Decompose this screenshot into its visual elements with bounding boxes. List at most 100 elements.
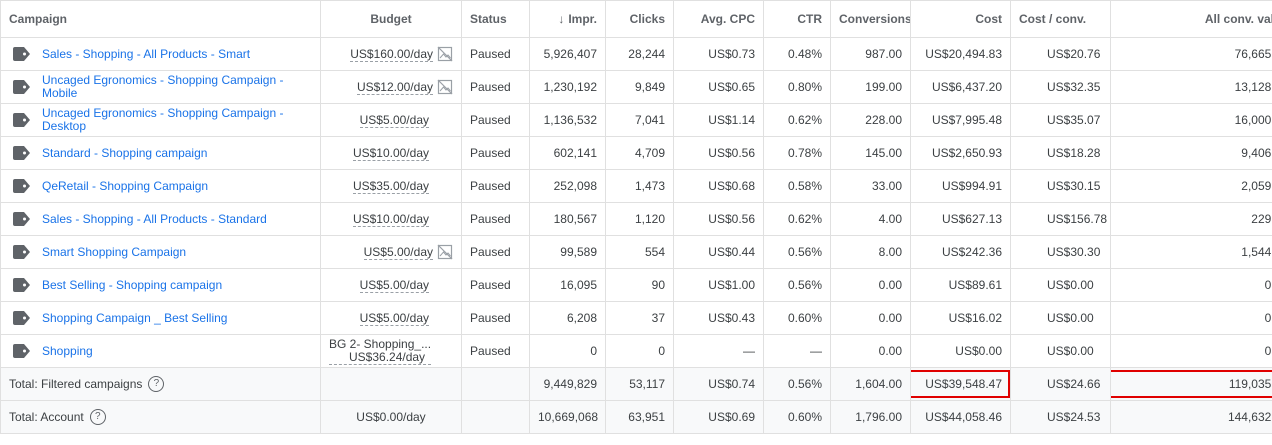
impr-cell: 5,926,407: [529, 37, 606, 71]
budget-value[interactable]: US$35.00/day: [352, 178, 429, 194]
budget-cell[interactable]: US$5.00/day: [320, 301, 462, 335]
budget-value[interactable]: US$5.00/day: [359, 277, 429, 293]
col-header-status[interactable]: Status: [461, 0, 530, 38]
total-row-account: Total: Account ? US$0.00/day 10,669,068 …: [0, 400, 1272, 434]
budget-value[interactable]: BG 2- Shopping_... US$36.24/day: [329, 336, 432, 365]
impr-cell: 252,098: [529, 169, 606, 203]
all-conv-value-cell: 16,000.40: [1110, 103, 1272, 137]
help-circle-icon[interactable]: ?: [148, 376, 165, 392]
total-label: Total: Account: [9, 410, 84, 424]
conversions-cell: 228.00: [830, 103, 911, 137]
clicks-cell: 9,849: [605, 70, 674, 104]
total-status-cell: [461, 400, 530, 434]
col-header-avg-cpc[interactable]: Avg. CPC: [673, 0, 764, 38]
status-cell: Paused: [461, 169, 530, 203]
all-conv-value-cell: 1,544.34: [1110, 235, 1272, 269]
table-row: Sales - Shopping - All Products - Standa…: [0, 202, 1272, 236]
budget-cell[interactable]: US$10.00/day: [320, 202, 462, 236]
campaign-cell: Sales - Shopping - All Products - Smart: [0, 37, 321, 71]
cost-cell: US$7,995.48: [910, 103, 1011, 137]
col-header-campaign[interactable]: Campaign: [0, 0, 321, 38]
campaign-name-link[interactable]: Uncaged Egronomics - Shopping Campaign -…: [42, 73, 284, 100]
campaign-name-link[interactable]: QeRetail - Shopping Campaign: [42, 178, 209, 193]
budget-cell[interactable]: US$5.00/day: [320, 103, 462, 137]
total-ctr-cell: 0.56%: [763, 367, 831, 401]
cost-per-conv-cell: US$0.00: [1010, 301, 1111, 335]
cost-cell: US$2,650.93: [910, 136, 1011, 170]
shopping-tag-icon: [13, 80, 30, 94]
budget-amount: US$36.24/day: [329, 350, 432, 365]
impr-cell: 16,095: [529, 268, 606, 302]
budget-value[interactable]: US$10.00/day: [352, 211, 429, 227]
campaign-name-link[interactable]: Sales - Shopping - All Products - Smart: [42, 46, 251, 61]
total-cost-per-conv-cell: US$24.66: [1010, 367, 1111, 401]
ctr-cell: 0.62%: [763, 202, 831, 236]
table-row: Best Selling - Shopping campaign US$5.00…: [0, 268, 1272, 302]
budget-cell[interactable]: US$10.00/day: [320, 136, 462, 170]
budget-value[interactable]: US$10.00/day: [352, 145, 429, 161]
total-clicks-cell: 63,951: [605, 400, 674, 434]
col-header-conversions[interactable]: Conversions: [830, 0, 911, 38]
campaign-name-link[interactable]: Uncaged Egronomics - Shopping Campaign -…: [42, 106, 284, 133]
budget-cell[interactable]: US$5.00/day: [320, 268, 462, 302]
clicks-cell: 28,244: [605, 37, 674, 71]
avg-cpc-cell: US$0.73: [673, 37, 764, 71]
impr-cell: 180,567: [529, 202, 606, 236]
help-circle-icon[interactable]: ?: [89, 409, 106, 425]
budget-value[interactable]: US$160.00/day: [350, 46, 433, 62]
cost-cell: US$627.13: [910, 202, 1011, 236]
col-header-budget[interactable]: Budget: [320, 0, 462, 38]
shopping-tag-icon: [13, 146, 30, 160]
budget-cell[interactable]: US$35.00/day: [320, 169, 462, 203]
budget-group-name: BG 2- Shopping_...: [329, 336, 432, 351]
campaign-cell: Shopping: [0, 334, 321, 368]
avg-cpc-cell: US$0.56: [673, 202, 764, 236]
campaign-name-link[interactable]: Smart Shopping Campaign: [42, 244, 187, 259]
campaign-name-link[interactable]: Sales - Shopping - All Products - Standa…: [42, 211, 267, 226]
impr-cell: 0: [529, 334, 606, 368]
col-header-ctr[interactable]: CTR: [763, 0, 831, 38]
cost-per-conv-cell: US$32.35: [1010, 70, 1111, 104]
cost-cell: US$89.61: [910, 268, 1011, 302]
budget-cell[interactable]: BG 2- Shopping_... US$36.24/day: [320, 334, 462, 368]
impr-cell: 6,208: [529, 301, 606, 335]
campaign-name-link[interactable]: Shopping Campaign _ Best Selling: [42, 310, 228, 325]
total-label-cell: Total: Filtered campaigns ?: [0, 367, 321, 401]
col-header-impr[interactable]: ↓ Impr.: [529, 0, 606, 38]
conversions-cell: 987.00: [830, 37, 911, 71]
clicks-cell: 7,041: [605, 103, 674, 137]
campaign-name-link[interactable]: Standard - Shopping campaign: [42, 145, 208, 160]
budget-cell[interactable]: US$160.00/day: [320, 37, 462, 71]
total-all-conv-value-cell: 144,632.36: [1110, 400, 1272, 434]
avg-cpc-cell: US$0.68: [673, 169, 764, 203]
ctr-cell: —: [763, 334, 831, 368]
all-conv-value-cell: 0.00: [1110, 334, 1272, 368]
col-header-all-conv-value[interactable]: All conv. value: [1110, 0, 1272, 38]
budget-value[interactable]: US$5.00/day: [359, 112, 429, 128]
cost-per-conv-cell: US$35.07: [1010, 103, 1111, 137]
total-conversions-cell: 1,796.00: [830, 400, 911, 434]
avg-cpc-cell: US$0.44: [673, 235, 764, 269]
all-conv-value-cell: 0.00: [1110, 268, 1272, 302]
budget-cell[interactable]: US$5.00/day: [320, 235, 462, 269]
all-conv-value-cell: 229.96: [1110, 202, 1272, 236]
shopping-tag-icon: [13, 278, 30, 292]
campaign-name-link[interactable]: Shopping: [42, 343, 93, 358]
avg-cpc-cell: US$0.43: [673, 301, 764, 335]
col-header-clicks[interactable]: Clicks: [605, 0, 674, 38]
cost-cell: US$994.91: [910, 169, 1011, 203]
budget-value[interactable]: US$12.00/day: [356, 79, 433, 95]
ctr-cell: 0.62%: [763, 103, 831, 137]
cost-cell: US$6,437.20: [910, 70, 1011, 104]
campaign-name-link[interactable]: Best Selling - Shopping campaign: [42, 277, 223, 292]
cost-per-conv-cell: US$0.00: [1010, 334, 1111, 368]
col-header-cost[interactable]: Cost: [910, 0, 1011, 38]
budget-value[interactable]: US$5.00/day: [363, 244, 433, 260]
col-header-cost-per-conv[interactable]: Cost / conv.: [1010, 0, 1111, 38]
budget-value[interactable]: US$5.00/day: [359, 310, 429, 326]
conversions-cell: 8.00: [830, 235, 911, 269]
budget-cell[interactable]: US$12.00/day: [320, 70, 462, 104]
total-status-cell: [461, 367, 530, 401]
campaign-cell: Sales - Shopping - All Products - Standa…: [0, 202, 321, 236]
campaign-cell: Uncaged Egronomics - Shopping Campaign -…: [0, 103, 321, 137]
